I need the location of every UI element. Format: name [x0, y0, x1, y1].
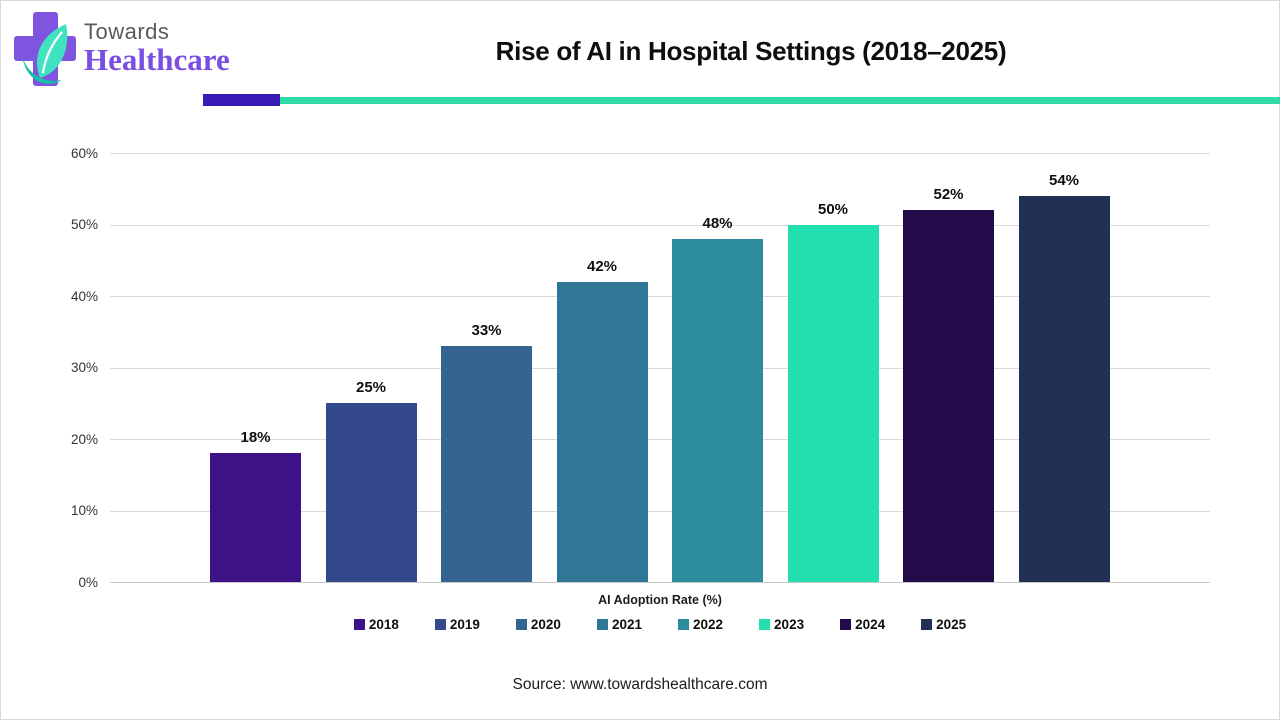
gridline-0% [110, 582, 1210, 583]
legend-item-2024: 2024 [840, 617, 885, 632]
gridline-50% [110, 224, 1210, 226]
page-title: Rise of AI in Hospital Settings (2018–20… [495, 36, 1007, 66]
legend-label-2020: 2020 [530, 617, 561, 632]
legend-swatch-2019 [434, 619, 446, 630]
y-tick-label-60%: 60% [70, 145, 98, 161]
bar-value-label-2021: 42% [586, 257, 618, 275]
y-tick-label-50%: 50% [70, 217, 98, 232]
y-tick-label-20%: 20% [70, 431, 98, 447]
legend-label-2021: 2021 [611, 617, 642, 632]
legend-swatch-2025 [921, 619, 933, 630]
legend-label-2025: 2025 [936, 617, 967, 632]
legend-swatch-2023 [759, 619, 771, 630]
y-tick-label-40%: 40% [70, 288, 98, 304]
bar-value-label-2023: 50% [817, 200, 849, 218]
bar-value-label-2022: 48% [702, 214, 733, 232]
legend-swatch-2018 [353, 619, 365, 630]
gridline-20% [110, 439, 1210, 440]
bar-2025 [1018, 195, 1110, 582]
legend-item-2025: 2025 [921, 617, 966, 632]
legend-swatch-2021 [596, 619, 608, 630]
legend-swatch-2024 [840, 619, 852, 630]
bar-value-label-2018: 18% [240, 429, 271, 447]
plot-area: 18% 25% 33% 42% 48% 50% 52% 54% [110, 153, 1210, 583]
legend-item-2018: 2018 [353, 617, 399, 632]
logo-healthcare-text: Healthcare [84, 42, 230, 78]
legend-item-2021: 2021 [596, 617, 642, 632]
y-tick-label-10%: 10% [70, 503, 98, 518]
cross-leaf-logo-icon [14, 12, 76, 86]
x-axis-title: AI Adoption Rate (%) [598, 593, 722, 607]
towards-healthcare-logo: Towards Healthcare [14, 10, 230, 88]
legend-swatch-2022 [678, 619, 689, 630]
bar-2022 [672, 238, 763, 582]
y-tick-label-0%: 0% [78, 574, 98, 590]
bar-2019 [325, 403, 417, 582]
legend-item-2023: 2023 [759, 617, 804, 632]
chart-legend: 2018 2019 2020 2021 2022 2023 2024 2025 [110, 617, 1210, 632]
gridline-60% [110, 153, 1210, 154]
source-text: Source: www.towardshealthcare.com [512, 676, 768, 693]
legend-item-2022: 2022 [678, 617, 723, 632]
bar-value-label-2020: 33% [471, 322, 502, 340]
logo-wordmark: Towards Healthcare [84, 10, 230, 77]
bar-value-label-2024: 52% [933, 186, 964, 204]
legend-label-2022: 2022 [693, 617, 724, 632]
bar-2024 [903, 210, 994, 582]
bar-value-label-2025: 54% [1048, 171, 1080, 189]
legend-item-2020: 2020 [515, 617, 561, 632]
legend-item-2019: 2019 [434, 617, 480, 632]
bar-value-label-2019: 25% [355, 379, 387, 397]
legend-label-2018: 2018 [368, 617, 399, 632]
logo-towards-text: Towards [84, 19, 170, 44]
legend-swatch-2020 [515, 619, 527, 630]
accent-teal-line [280, 97, 1280, 104]
accent-purple-segment [203, 94, 280, 106]
legend-label-2023: 2023 [774, 617, 805, 632]
gridline-10% [110, 510, 1210, 512]
gridline-30% [110, 367, 1210, 369]
bar-2018 [210, 453, 301, 582]
bar-2020 [441, 346, 532, 582]
bar-2023 [787, 224, 879, 582]
y-tick-label-30%: 30% [70, 360, 98, 375]
bar-2021 [556, 281, 648, 582]
legend-label-2019: 2019 [449, 617, 480, 632]
gridline-40% [110, 296, 1210, 297]
legend-label-2024: 2024 [855, 617, 886, 632]
